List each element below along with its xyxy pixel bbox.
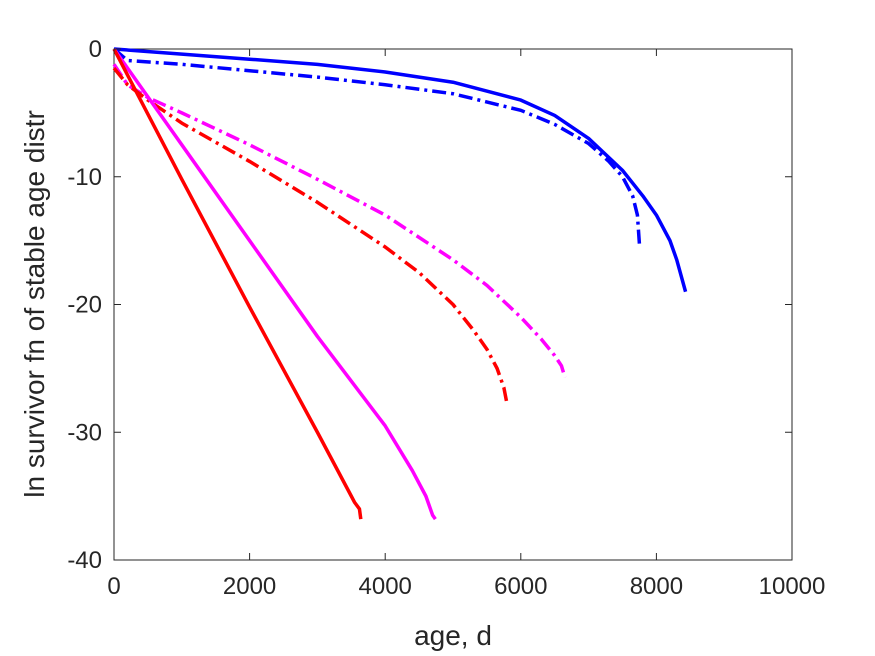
series-line-4 — [112, 67, 509, 402]
series-line-1 — [113, 47, 688, 293]
series-line-2 — [112, 47, 642, 245]
series-line-3 — [112, 63, 567, 378]
x-tick-label: 4000 — [359, 573, 412, 600]
x-tick-label: 8000 — [630, 573, 683, 600]
x-tick-label: 6000 — [494, 573, 547, 600]
y-tick-label: -20 — [67, 292, 102, 319]
tick-layer: 0 2000 4000 6000 8000 10000 0 -10 -20 -30 -40 — [67, 36, 825, 600]
series-layer — [112, 47, 688, 521]
x-tick-label: 10000 — [759, 573, 826, 600]
y-tick-label: -10 — [67, 164, 102, 191]
series-line-5 — [112, 47, 437, 521]
series-line-6 — [112, 48, 363, 520]
y-tick-label: -40 — [67, 547, 102, 574]
y-tick-label: -30 — [67, 419, 102, 446]
y-tick-label: 0 — [89, 36, 102, 63]
y-axis-title: ln survivor fn of stable age distr — [19, 110, 50, 498]
x-axis-title: age, d — [414, 620, 492, 651]
x-tick-label: 2000 — [223, 573, 276, 600]
x-tick-label: 0 — [107, 573, 120, 600]
